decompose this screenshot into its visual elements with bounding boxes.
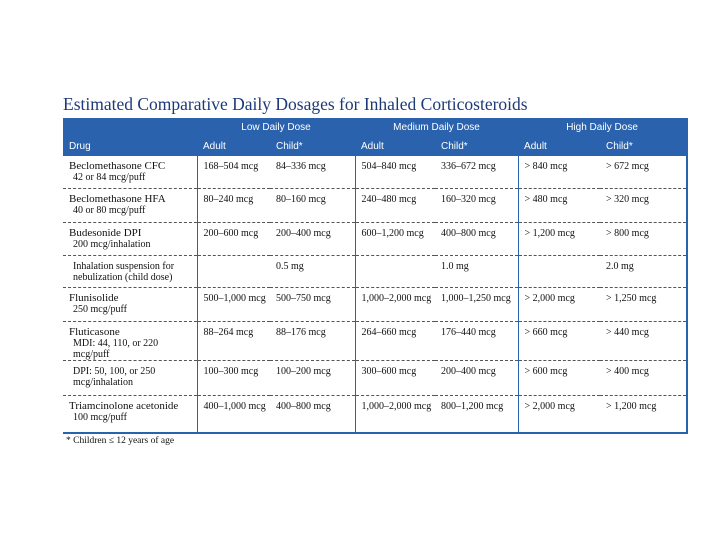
dose-cell	[196, 255, 270, 288]
drug-detail: 40 or 80 mcg/puff	[73, 204, 146, 216]
dose-cell: 84–336 mcg	[270, 156, 356, 189]
dose-cell: > 800 mcg	[600, 222, 688, 256]
dose-cell: 80–240 mcg	[196, 188, 270, 223]
dose-cell: 500–1,000 mcg	[196, 287, 270, 322]
group-header: Low Daily Dose	[197, 118, 356, 137]
group-row: Low Daily Dose Medium Daily Dose High Dail…	[63, 118, 688, 137]
dose-cell: > 1,200 mcg	[606, 400, 657, 412]
blank-header	[63, 118, 197, 137]
dose-cell: 504–840 mcg	[354, 156, 436, 189]
column-row: Drug Adult Child* Adult Child* Adult Child*	[63, 137, 688, 156]
dose-cell: > 2,000 mcg	[517, 395, 601, 433]
dose-cell: 500–750 mcg	[270, 287, 356, 322]
dose-cell: > 660 mcg	[517, 321, 601, 361]
drug-cell: Triamcinolone acetonide 100 mcg/puff	[63, 395, 197, 433]
footnote: * Children ≤ 12 years of age	[66, 436, 175, 446]
dose-cell: 300–600 mcg	[354, 360, 436, 396]
column-header: Adult	[355, 137, 436, 156]
dose-cell: 800–1,200 mcg	[441, 400, 504, 412]
dose-cell: > 1,250 mcg	[600, 287, 688, 322]
dose-cell: 100–300 mcg	[196, 360, 270, 396]
dose-cell: > 840 mcg	[517, 156, 601, 189]
dose-cell: > 400 mcg	[600, 360, 688, 396]
column-header: Child*	[435, 137, 519, 156]
drug-detail: 200 mcg/inhalation	[73, 238, 151, 250]
drug-cell: Fluticasone MDI: 44, 110, or 220 mcg/puff	[63, 321, 197, 361]
dose-cell: 264–660 mcg	[354, 321, 436, 361]
drug-detail: MDI: 44, 110, or 220 mcg/puff	[73, 337, 159, 360]
dose-cell: 88–264 mcg	[196, 321, 270, 361]
dose-cell: 200–400 mcg	[435, 360, 519, 396]
column-header: Child*	[270, 137, 356, 156]
dose-cell: 200–400 mcg	[270, 222, 356, 256]
drug-detail: 42 or 84 mcg/puff	[73, 172, 146, 183]
dose-cell: 400–800 mcg	[276, 400, 331, 412]
dose-cell: 200–600 mcg	[196, 222, 270, 256]
dose-cell: > 600 mcg	[517, 360, 601, 396]
table-row: DPI: 50, 100, or 250 mcg/inhalation 100–3…	[63, 360, 688, 396]
drug-name: Fluticasone	[69, 325, 120, 338]
table-body: Beclomethasone CFC 42 or 84 mcg/puff 168–5…	[63, 156, 688, 433]
dose-cell: 176–440 mcg	[435, 321, 519, 361]
drug-name: Budesonide DPI	[69, 226, 142, 239]
dose-cell: 80–160 mcg	[270, 188, 356, 223]
column-header: Drug	[63, 137, 197, 156]
dose-cell: 88–176 mcg	[270, 321, 356, 361]
dose-cell: > 480 mcg	[517, 188, 601, 223]
group-header: Medium Daily Dose	[355, 118, 519, 137]
drug-name: Beclomethasone HFA	[69, 192, 166, 205]
drug-cell: DPI: 50, 100, or 250 mcg/inhalation	[63, 360, 197, 396]
drug-detail: DPI: 50, 100, or 250 mcg/inhalation	[73, 365, 156, 388]
column-header: Child*	[600, 137, 688, 156]
dose-cell: 400–1,000 mcg	[196, 395, 270, 433]
dose-cell: > 2,000 mcg	[517, 287, 601, 322]
drug-cell: Inhalation suspension for nebulization (…	[63, 255, 197, 288]
column-header: Adult	[197, 137, 270, 156]
dose-cell: 240–480 mcg	[354, 188, 436, 223]
drug-cell: Budesonide DPI 200 mcg/inhalation	[63, 222, 197, 256]
dose-cell: > 1,200 mcg	[517, 222, 601, 256]
dose-cell: > 320 mcg	[600, 188, 688, 223]
table-row: Fluticasone MDI: 44, 110, or 220 mcg/puff…	[63, 321, 688, 361]
table-row: Budesonide DPI 200 mcg/inhalation 200–600 …	[63, 222, 688, 256]
table-row: Beclomethasone HFA 40 or 80 mcg/puff 80–24…	[63, 188, 688, 223]
dose-cell: 336–672 mcg	[435, 156, 519, 189]
dosage-table: Low Daily Dose Medium Daily Dose High Dail…	[63, 118, 689, 434]
drug-cell: Beclomethasone HFA 40 or 80 mcg/puff	[63, 188, 197, 223]
dose-cell	[517, 255, 601, 288]
drug-name: Triamcinolone acetonide	[69, 399, 179, 412]
table-row: Inhalation suspension for nebulization (…	[63, 255, 688, 288]
dose-cell: 100–200 mcg	[270, 360, 356, 396]
dose-cell: 1,000–1,250 mcg	[435, 287, 519, 322]
dose-cell: 600–1,200 mcg	[354, 222, 436, 256]
dose-cell: 160–320 mcg	[435, 188, 519, 223]
drug-cell: Flunisolide 250 mcg/puff	[63, 287, 197, 322]
dose-cell: > 672 mcg	[600, 156, 688, 189]
drug-name: Beclomethasone CFC	[69, 160, 166, 172]
dose-cell: 1,000–2,000 mcg	[354, 287, 436, 322]
dose-cell: 0.5 mg	[270, 255, 356, 288]
dose-cell: 400–800 mcg	[435, 222, 519, 256]
column-header: Adult	[518, 137, 601, 156]
dose-cell: > 440 mcg	[600, 321, 688, 361]
drug-detail: 250 mcg/puff	[73, 303, 127, 315]
group-header: High Daily Dose	[518, 118, 688, 137]
table-row: Triamcinolone acetonide 100 mcg/puff 400–1…	[63, 395, 687, 433]
dose-cell: 1.0 mg	[435, 255, 519, 288]
drug-cell: Beclomethasone CFC 42 or 84 mcg/puff	[63, 156, 197, 189]
dose-cell: 168–504 mcg	[196, 156, 270, 189]
table-row: Flunisolide 250 mcg/puff 500–1,000 mcg 500–…	[63, 287, 688, 322]
drug-name: Flunisolide	[69, 291, 119, 304]
title: Estimated Comparative Daily Dosages for …	[63, 94, 528, 114]
dose-cell	[354, 255, 436, 288]
table-header: Low Daily Dose Medium Daily Dose High Dail…	[63, 118, 688, 156]
drug-detail: Inhalation suspension for nebulization (…	[73, 260, 175, 283]
dose-cell: 1,000–2,000 mcg	[354, 395, 436, 433]
dose-cell: 2.0 mg	[600, 255, 688, 288]
drug-detail: 100 mcg/puff	[73, 411, 127, 423]
table-row: Beclomethasone CFC 42 or 84 mcg/puff 168–5…	[63, 156, 688, 189]
